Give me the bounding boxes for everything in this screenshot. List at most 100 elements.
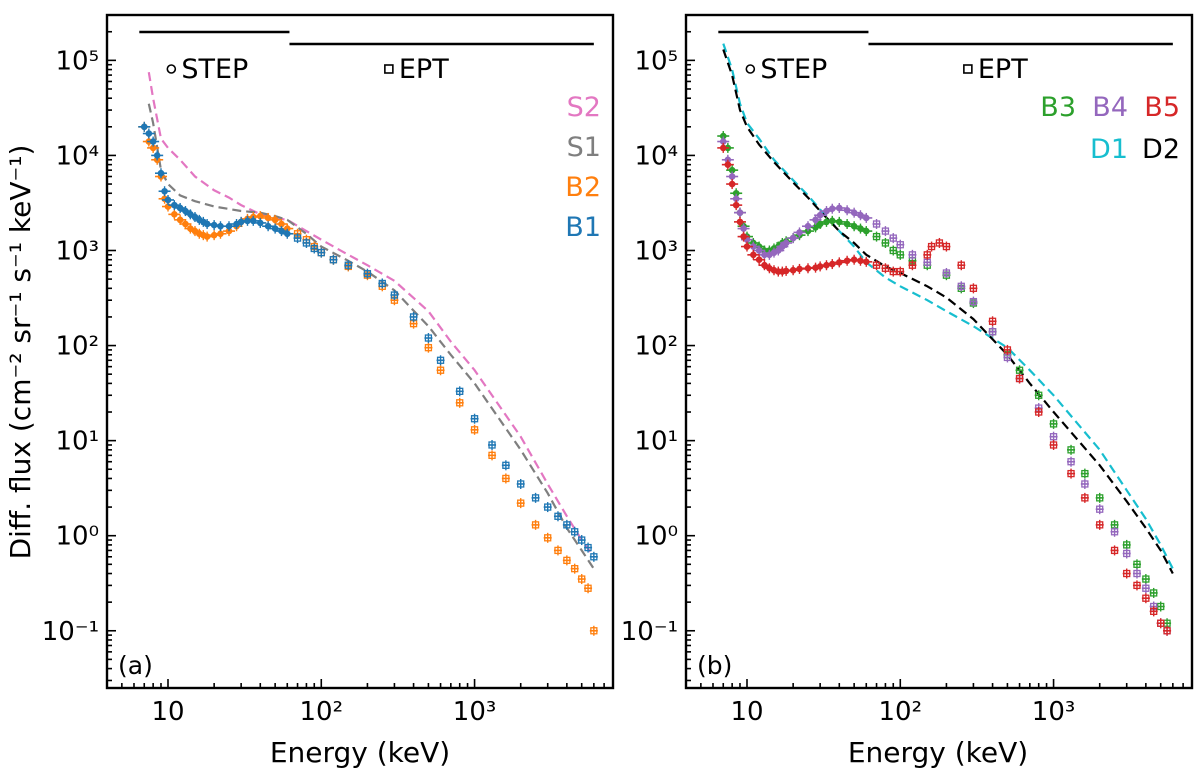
- panel-label-a: (a): [118, 651, 153, 680]
- data-point-b1: [247, 215, 260, 226]
- data-point-b1: [142, 128, 155, 139]
- data-point-b1: [269, 223, 282, 234]
- data-point-b2: [269, 214, 282, 225]
- data-point-b4: [908, 249, 917, 260]
- data-point-b3: [841, 218, 854, 229]
- data-point-b4: [733, 207, 746, 218]
- data-point-b3: [1156, 601, 1165, 612]
- data-point-b1: [531, 492, 540, 503]
- data-point-b1: [553, 511, 562, 522]
- legend-label-b5: B5: [1144, 92, 1180, 123]
- data-point-b2: [543, 532, 552, 543]
- data-point-b5: [1067, 468, 1076, 479]
- data-point-b1: [262, 221, 275, 232]
- data-point-b4: [780, 237, 793, 248]
- data-point-b1: [470, 413, 479, 424]
- data-point-b3: [881, 237, 890, 248]
- data-point-b2: [424, 342, 433, 353]
- y-tick-label: 10⁻¹: [42, 617, 99, 647]
- data-point-b2: [168, 209, 181, 220]
- data-point-b5: [1095, 519, 1104, 530]
- data-point-b3: [1141, 574, 1150, 585]
- y-axis-label: Diff. flux (cm⁻² sr⁻¹ s⁻¹ keV⁻¹): [4, 145, 37, 560]
- data-point-b3: [848, 221, 861, 232]
- data-point-b5: [872, 260, 881, 271]
- data-point-b5: [721, 159, 734, 170]
- y-tick-label: 10²: [634, 332, 678, 362]
- data-point-b3: [1132, 559, 1141, 570]
- data-point-b5: [881, 263, 890, 274]
- data-point-b1: [570, 526, 579, 537]
- data-point-b5: [908, 260, 917, 271]
- data-point-b1: [254, 217, 267, 228]
- data-point-b5: [1141, 593, 1150, 604]
- data-point-b5: [737, 231, 750, 242]
- data-point-b4: [872, 218, 881, 229]
- data-point-b4: [848, 207, 861, 218]
- x-axis-label-a: Energy (keV): [270, 736, 450, 769]
- data-point-b1: [154, 168, 167, 179]
- data-point-b4: [988, 326, 997, 337]
- data-point-b1: [562, 519, 571, 530]
- data-point-b2: [179, 218, 192, 229]
- data-point-b4: [753, 245, 766, 256]
- data-point-b5: [1149, 606, 1158, 617]
- data-point-b2: [516, 498, 525, 509]
- instrument-label-ept: EPT: [978, 54, 1028, 85]
- series-line-d1: [722, 43, 1174, 570]
- data-point-b3: [872, 231, 881, 242]
- plot-area-b: [717, 43, 1174, 636]
- data-point-b1: [390, 290, 399, 301]
- data-point-b2: [488, 450, 497, 461]
- data-point-b5: [747, 249, 760, 260]
- data-point-b5: [988, 316, 997, 327]
- ept-marker-icon: [384, 64, 394, 74]
- data-point-b2: [584, 583, 593, 594]
- data-point-b1: [197, 216, 210, 227]
- data-point-b1: [158, 186, 171, 197]
- data-point-b2: [570, 563, 579, 574]
- data-point-b1: [147, 136, 160, 147]
- data-point-b2: [501, 473, 510, 484]
- data-point-b5: [927, 241, 936, 252]
- data-point-b2: [577, 574, 586, 585]
- data-point-b5: [1110, 545, 1119, 556]
- data-point-b5: [935, 237, 944, 248]
- legend-b: B5 B4 B3 D2 D1: [1040, 92, 1180, 165]
- data-point-b5: [1003, 344, 1012, 355]
- legend-label-b2: B2: [565, 172, 601, 203]
- data-point-b1: [138, 121, 151, 132]
- data-point-b1: [589, 551, 598, 562]
- x-tick-label: 10²: [300, 697, 344, 727]
- y-tick-label: 10⁴: [634, 141, 678, 171]
- legend-label-b3: B3: [1040, 92, 1076, 123]
- data-point-b3: [833, 216, 846, 227]
- legend-label-b4: B4: [1092, 92, 1128, 123]
- x-tick-label: 10³: [453, 697, 497, 727]
- data-point-b5: [860, 256, 873, 267]
- data-point-b3: [1034, 390, 1043, 401]
- data-point-b3: [1067, 444, 1076, 455]
- instrument-bars-a: STEP EPT: [139, 30, 594, 85]
- series-line-s1: [147, 103, 595, 570]
- data-point-b4: [1095, 504, 1104, 515]
- data-point-b2: [436, 365, 445, 376]
- data-point-b1: [436, 355, 445, 366]
- data-point-b2: [553, 545, 562, 556]
- data-point-b3: [1149, 587, 1158, 598]
- data-point-b5: [740, 241, 753, 252]
- data-point-b2: [470, 424, 479, 435]
- data-point-b5: [1080, 492, 1089, 503]
- data-point-b5: [1049, 439, 1058, 450]
- data-point-b5: [730, 200, 743, 211]
- data-point-b5: [733, 216, 746, 227]
- panel-b: 10 10² 10³ 10⁻¹ 10⁰ 10¹ 10² 10³ 10⁴ 10⁵ STEP EPT B…: [621, 13, 1194, 727]
- data-point-b1: [488, 439, 497, 450]
- axes-frame-b: [684, 13, 1194, 690]
- data-point-b2: [174, 214, 187, 225]
- data-point-b1: [584, 542, 593, 553]
- series-line-s2: [147, 72, 595, 558]
- data-point-b4: [787, 233, 800, 244]
- data-point-b1: [151, 150, 164, 161]
